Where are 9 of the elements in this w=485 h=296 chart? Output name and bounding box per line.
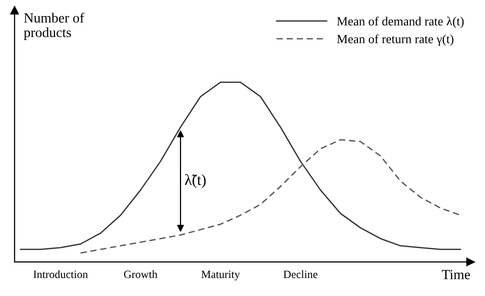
legend-label: Mean of demand rate λ(t)	[337, 16, 464, 28]
x-tick-label: Growth	[124, 270, 158, 278]
x-tick-label: Introduction	[33, 270, 88, 278]
x-tick-label: Maturity	[201, 270, 240, 280]
y-axis-title: Number of products	[24, 12, 84, 40]
annotation: λ̃(t)	[184, 174, 206, 188]
x-axis-title: Time	[442, 270, 470, 280]
x-tick-label: Decline	[284, 270, 318, 278]
legend-label: Mean of return rate γ(t)	[337, 34, 454, 46]
